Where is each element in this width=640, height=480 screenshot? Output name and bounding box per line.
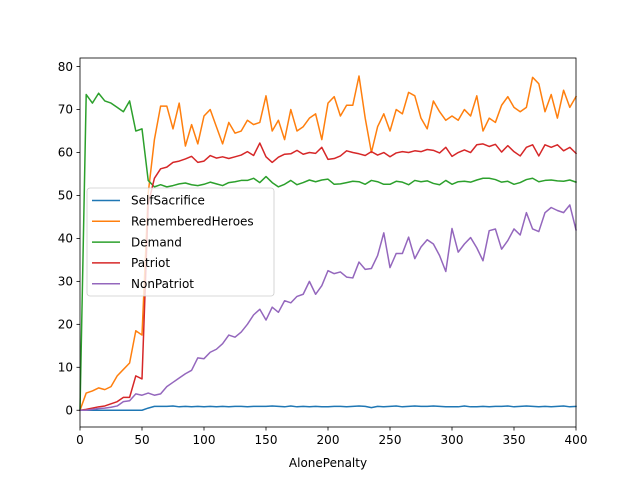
legend-label: SelfSacrifice — [131, 194, 205, 208]
series-line-rememberedheroes — [79, 75, 578, 412]
y-tick-label: 80 — [58, 60, 73, 74]
y-tick-label: 50 — [58, 189, 73, 203]
legend-box — [86, 187, 275, 297]
series-line-patriot — [79, 142, 578, 412]
series-line-demand — [79, 92, 577, 412]
x-tick-label: 400 — [565, 433, 588, 447]
x-tick-label: 150 — [255, 433, 278, 447]
y-tick-label: 70 — [58, 103, 73, 117]
y-tick-label: 60 — [58, 146, 73, 160]
series-layer — [79, 75, 578, 412]
legend-label: RememberedHeroes — [131, 215, 254, 229]
series-line-selfsacrifice — [79, 405, 577, 411]
y-tick-label: 10 — [58, 360, 73, 374]
x-tick-label: 300 — [441, 433, 464, 447]
x-tick-label: 100 — [193, 433, 216, 447]
series-line-nonpatriot — [79, 204, 577, 411]
legend-label: Patriot — [131, 256, 170, 270]
x-axis-ticks: 0 50 100 150 200 250 300 350 400 — [76, 427, 587, 447]
x-tick-label: 50 — [134, 433, 149, 447]
legend-label: Demand — [131, 235, 182, 249]
y-axis-ticks: 0 10 20 30 40 50 60 70 80 — [58, 60, 80, 417]
x-tick-label: 350 — [503, 433, 526, 447]
x-axis-label: AlonePenalty — [289, 456, 367, 470]
x-tick-label: 250 — [379, 433, 402, 447]
legend-label: NonPatriot — [131, 277, 194, 291]
legend: SelfSacrifice RememberedHeroes Demand Patri… — [86, 187, 275, 297]
y-tick-label: 0 — [65, 403, 73, 417]
y-tick-label: 20 — [58, 318, 73, 332]
x-tick-label: 0 — [76, 433, 84, 447]
y-tick-label: 30 — [58, 275, 73, 289]
y-tick-label: 40 — [58, 232, 73, 246]
x-tick-label: 200 — [317, 433, 340, 447]
